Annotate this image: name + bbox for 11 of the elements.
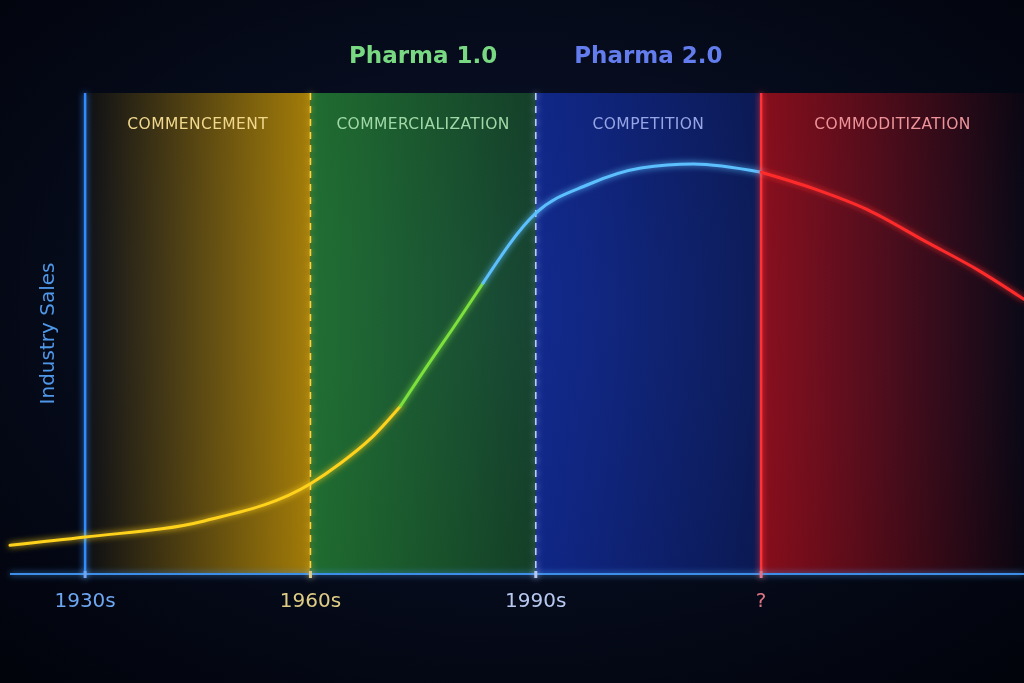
x-tick-label: 1960s <box>279 587 342 612</box>
band-label: COMPETITION <box>592 114 705 133</box>
band-label: COMMODITIZATION <box>814 114 971 133</box>
x-tick-label: 1930s <box>54 587 116 612</box>
y-axis-title: Industry Sales <box>34 262 59 405</box>
band-label: COMMERCIALIZATION <box>336 114 510 133</box>
x-tick-label: ? <box>755 587 767 612</box>
band-label: COMMENCEMENT <box>127 114 269 133</box>
x-tick-label: 1990s <box>505 587 567 612</box>
text: Pharma 2.0 <box>574 41 723 68</box>
text: Pharma 1.0 <box>348 41 498 68</box>
